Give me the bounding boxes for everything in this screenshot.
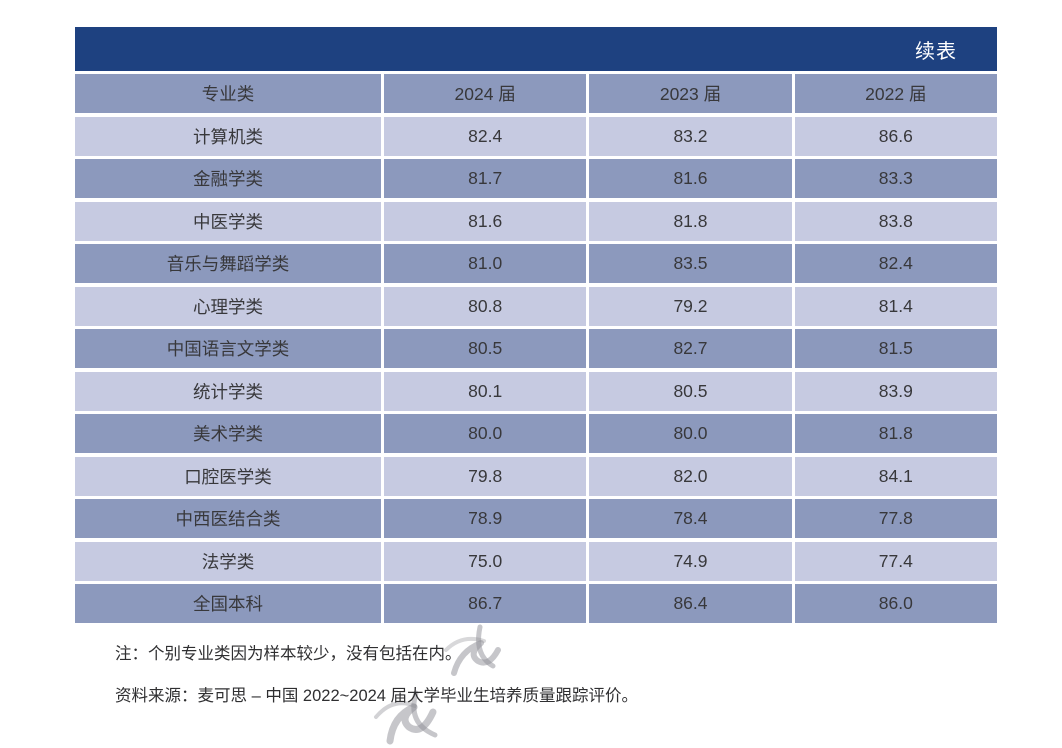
value-cell: 78.9 [384,499,587,538]
value-cell: 86.7 [384,584,587,623]
table-grid: 专业类 2024 届 2023 届 2022 届计算机类 82.4 83.2 86.6 金融学… [75,74,997,623]
value-cell: 81.0 [384,244,587,283]
continued-label: 续表 [915,40,957,63]
row-label: 口腔医学类 [75,456,381,496]
value-cell: 81.8 [794,414,997,453]
data-source-note: 资料来源：麦可思 – 中国 2022~2024 届大学毕业生培养质量跟踪评价。 [115,687,639,705]
value-cell: 86.4 [589,584,792,623]
value-cell: 80.5 [384,329,587,368]
value-cell: 83.3 [794,159,997,198]
value-cell: 82.4 [794,244,997,283]
value-cell: 77.4 [794,541,997,581]
sample-note: 注：个别专业类因为样本较少，没有包括在内。 [115,645,462,663]
column-header-year: 2024 届 [384,74,587,113]
value-cell: 80.1 [384,371,587,411]
value-cell: 81.4 [794,286,997,326]
column-header-year: 2022 届 [794,74,997,113]
value-cell: 83.2 [589,116,792,156]
row-label: 计算机类 [75,116,381,156]
column-header-year: 2023 届 [589,74,792,113]
value-cell: 83.9 [794,371,997,411]
row-label: 全国本科 [75,584,381,623]
row-label: 法学类 [75,541,381,581]
row-label: 中国语言文学类 [75,329,381,368]
value-cell: 77.8 [794,499,997,538]
row-label: 中西医结合类 [75,499,381,538]
row-label: 金融学类 [75,159,381,198]
column-header-major: 专业类 [75,74,381,113]
table-notes: 注：个别专业类因为样本较少，没有包括在内。 资料来源：麦可思 – 中国 2022… [115,645,638,705]
value-cell: 83.5 [589,244,792,283]
value-cell: 86.6 [794,116,997,156]
value-cell: 82.7 [589,329,792,368]
value-cell: 83.8 [794,201,997,241]
value-cell: 80.8 [384,286,587,326]
value-cell: 81.6 [589,159,792,198]
row-label: 心理学类 [75,286,381,326]
value-cell: 86.0 [794,584,997,623]
table-continued-bar: 续表 [75,27,997,71]
row-label: 中医学类 [75,201,381,241]
score-table: 续表 专业类 2024 届 2023 届 2022 届计算机类 82.4 83.2 86.6… [75,27,997,623]
row-label: 统计学类 [75,371,381,411]
value-cell: 82.4 [384,116,587,156]
value-cell: 81.5 [794,329,997,368]
value-cell: 81.8 [589,201,792,241]
value-cell: 79.2 [589,286,792,326]
value-cell: 81.7 [384,159,587,198]
value-cell: 75.0 [384,541,587,581]
value-cell: 81.6 [384,201,587,241]
row-label: 美术学类 [75,414,381,453]
value-cell: 80.5 [589,371,792,411]
value-cell: 79.8 [384,456,587,496]
value-cell: 80.0 [589,414,792,453]
value-cell: 80.0 [384,414,587,453]
value-cell: 74.9 [589,541,792,581]
value-cell: 84.1 [794,456,997,496]
row-label: 音乐与舞蹈学类 [75,244,381,283]
value-cell: 78.4 [589,499,792,538]
value-cell: 82.0 [589,456,792,496]
